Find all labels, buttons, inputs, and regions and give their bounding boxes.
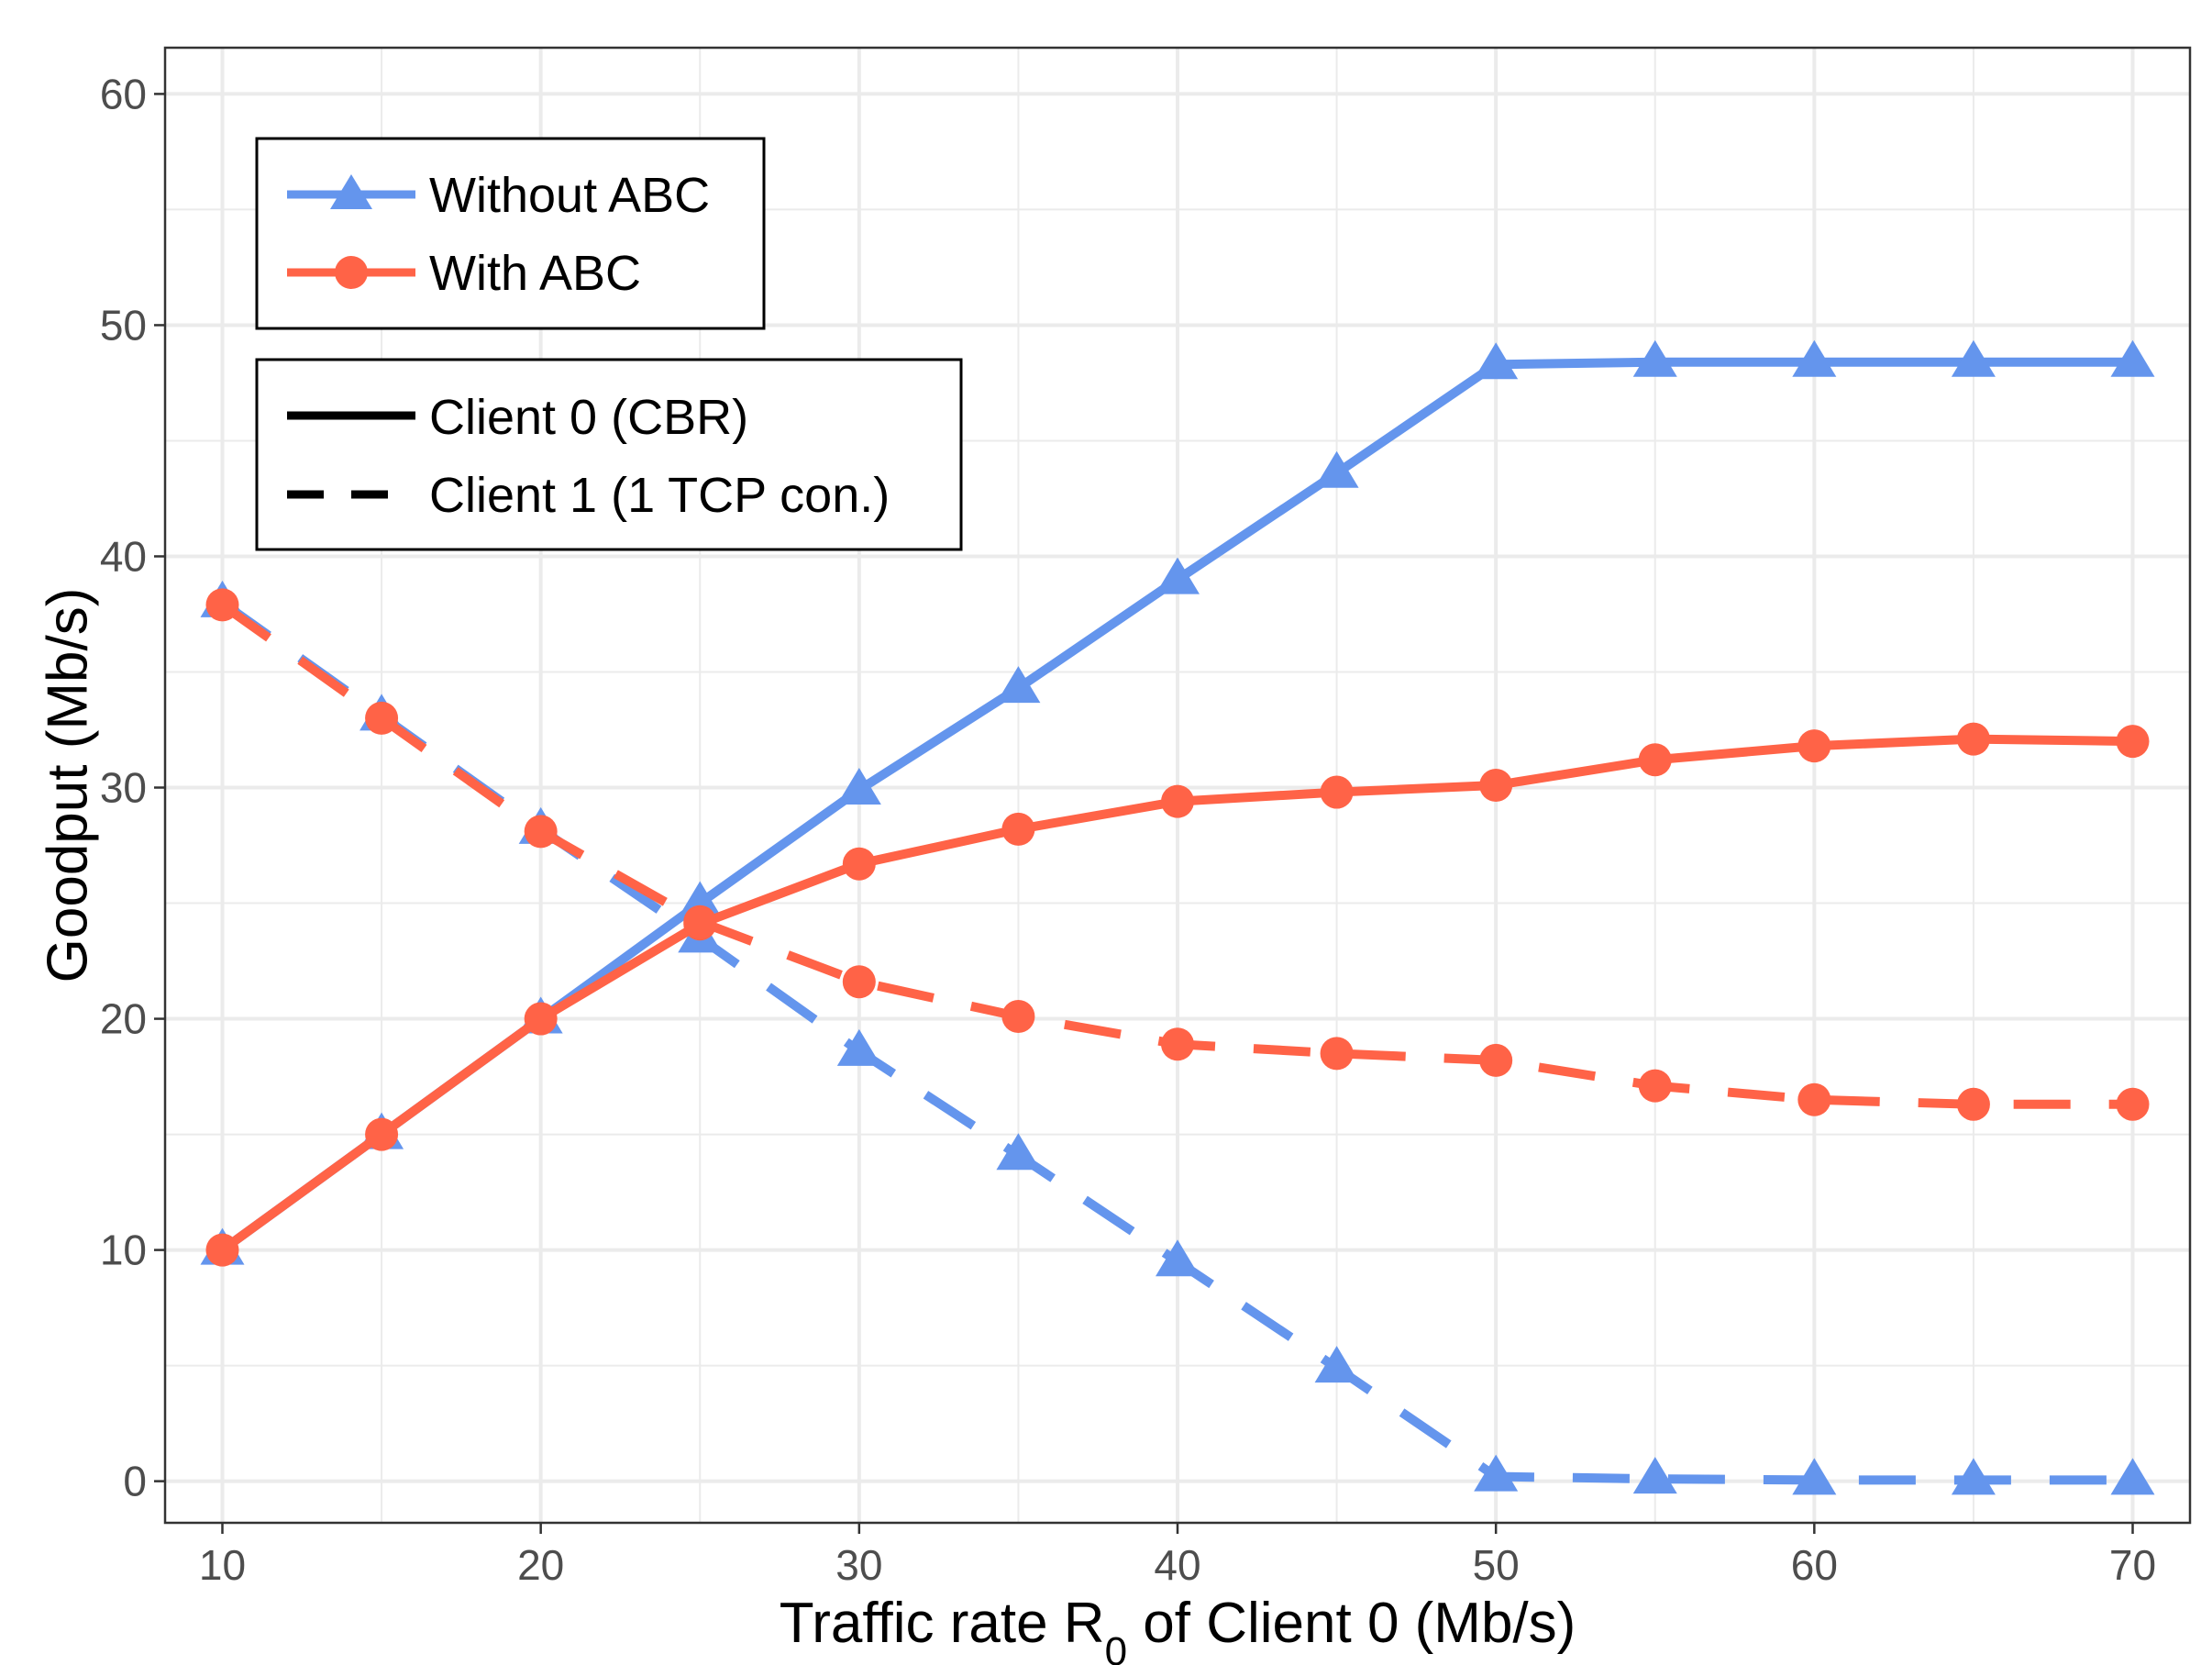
data-point-circle xyxy=(1001,1000,1035,1034)
data-point-triangle xyxy=(1156,1239,1200,1277)
data-point-triangle xyxy=(1951,1458,1996,1495)
data-point-triangle xyxy=(1474,342,1519,380)
y-tick-label: 50 xyxy=(100,301,147,349)
data-point-triangle xyxy=(836,1028,881,1066)
x-axis-title: Traffic rate R0 of Client 0 (Mb/s) xyxy=(780,1592,1576,1665)
data-point-triangle xyxy=(996,1133,1041,1171)
data-point-circle xyxy=(2116,725,2150,759)
x-axis-title-main: Traffic rate R xyxy=(780,1592,1105,1655)
data-point-triangle xyxy=(1156,557,1200,594)
x-axis-title-subscript: 0 xyxy=(1105,1629,1127,1665)
legend-method-box xyxy=(255,137,766,330)
data-point-circle xyxy=(1638,1069,1672,1103)
legend-client: Client 0 (CBR) Client 1 (1 TCP con.) xyxy=(255,358,963,551)
series-with-client1 xyxy=(205,588,2150,1121)
data-point-circle xyxy=(1161,1027,1194,1061)
data-point-triangle xyxy=(996,666,1041,704)
legend-method: Without ABC With ABC xyxy=(255,137,766,330)
y-tick-label: 40 xyxy=(100,532,147,580)
data-point-circle xyxy=(524,1002,558,1036)
data-point-circle xyxy=(842,847,876,881)
data-point-triangle xyxy=(1632,339,1677,377)
data-point-triangle xyxy=(1792,1458,1837,1495)
data-point-circle xyxy=(1479,769,1513,802)
data-point-triangle xyxy=(1632,1457,1677,1494)
data-point-triangle xyxy=(1314,450,1359,488)
data-point-circle xyxy=(842,965,876,999)
data-point-circle xyxy=(365,701,399,735)
legend-client-0-label: Client 0 (CBR) xyxy=(429,390,748,445)
series-lines xyxy=(200,339,2155,1495)
y-axis-title: Goodput (Mb/s) xyxy=(36,588,99,983)
legend-with-abc-label: With ABC xyxy=(429,246,641,301)
x-tick-label: 70 xyxy=(2109,1541,2156,1589)
data-point-circle xyxy=(1797,729,1831,763)
data-point-circle xyxy=(2116,1087,2150,1121)
x-tick-label: 50 xyxy=(1473,1541,1520,1589)
data-point-circle xyxy=(205,1233,239,1267)
data-point-circle xyxy=(365,1117,399,1151)
y-tick-label: 0 xyxy=(123,1458,147,1505)
data-point-triangle xyxy=(1951,339,1996,377)
data-point-triangle xyxy=(1792,339,1837,377)
data-point-circle xyxy=(1001,812,1035,846)
legend-entry-with-abc: With ABC xyxy=(287,246,641,301)
legend-client-1-label: Client 1 (1 TCP con.) xyxy=(429,468,890,523)
data-point-circle xyxy=(524,815,558,849)
legend-entry-client-1: Client 1 (1 TCP con.) xyxy=(287,468,890,523)
legend-without-abc-triangle-icon xyxy=(330,174,372,209)
series-with-client0 xyxy=(205,722,2150,1267)
legend-client-box xyxy=(255,358,963,551)
axes: 10 20 30 40 50 60 70 0 10 20 30 40 50 60 xyxy=(100,70,2156,1589)
data-point-triangle xyxy=(1314,1346,1359,1383)
data-point-circle xyxy=(1956,722,1990,756)
data-point-circle xyxy=(1320,775,1354,809)
x-axis-title-rest: of Client 0 (Mb/s) xyxy=(1127,1592,1576,1655)
data-point-circle xyxy=(1320,1037,1354,1071)
y-tick-label: 10 xyxy=(100,1227,147,1274)
data-point-circle xyxy=(1161,784,1194,818)
legend-without-abc-label: Without ABC xyxy=(429,168,710,223)
x-tick-label: 10 xyxy=(199,1541,246,1589)
y-tick-label: 30 xyxy=(100,764,147,812)
x-tick-label: 20 xyxy=(517,1541,564,1589)
legend-with-abc-circle-icon xyxy=(335,256,368,289)
legend-entry-client-0: Client 0 (CBR) xyxy=(287,390,748,445)
data-point-circle xyxy=(1479,1043,1513,1077)
y-tick-label: 20 xyxy=(100,995,147,1043)
x-tick-label: 30 xyxy=(835,1541,882,1589)
data-point-circle xyxy=(205,588,239,622)
x-tick-label: 60 xyxy=(1791,1541,1838,1589)
data-point-circle xyxy=(1638,743,1672,777)
data-point-triangle xyxy=(836,768,881,805)
data-point-triangle xyxy=(678,881,723,918)
data-point-triangle xyxy=(2110,339,2155,377)
data-point-triangle xyxy=(1474,1454,1519,1492)
data-point-triangle xyxy=(2110,1458,2155,1495)
data-point-circle xyxy=(1956,1087,1990,1121)
data-point-circle xyxy=(683,905,717,938)
legend-entry-without-abc: Without ABC xyxy=(287,168,710,223)
y-tick-label: 60 xyxy=(100,70,147,117)
data-point-circle xyxy=(1797,1082,1831,1116)
x-tick-label: 40 xyxy=(1154,1541,1200,1589)
